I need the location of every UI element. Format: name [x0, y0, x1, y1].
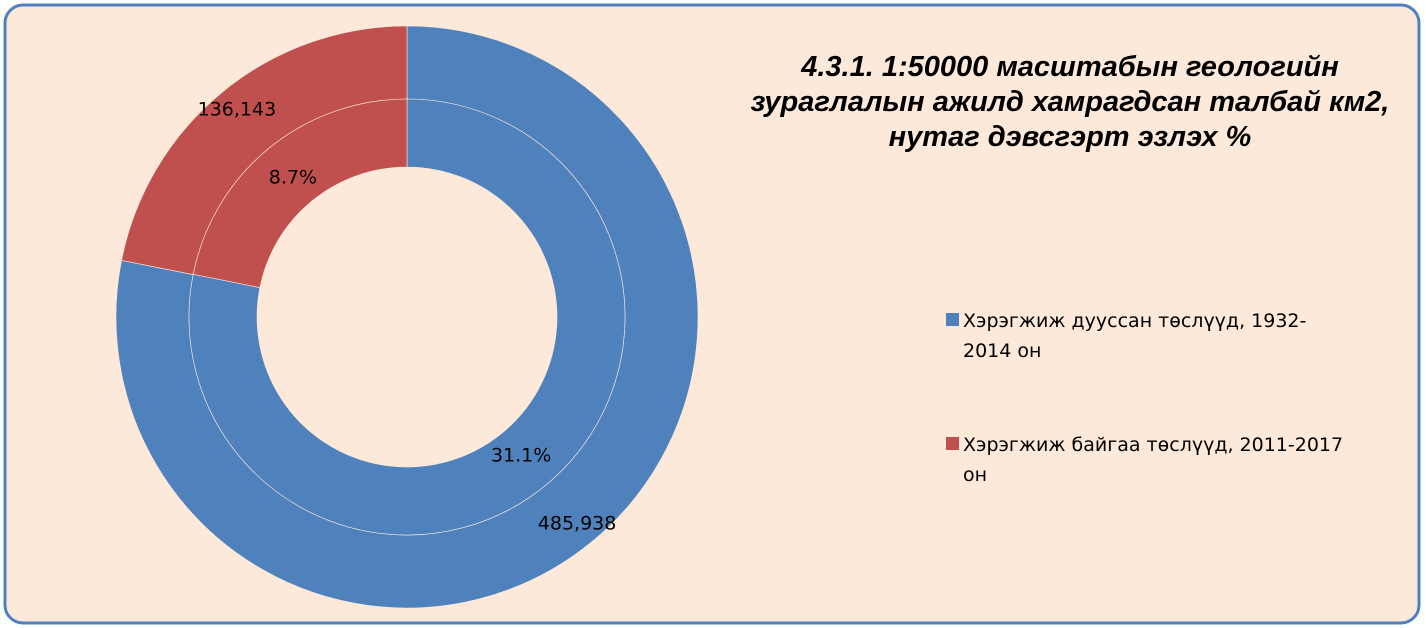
data-label: 485,938 [538, 513, 617, 535]
doughnut-slice [192, 98, 408, 288]
legend-entry: Хэрэгжиж байгаа төслүүд, 2011-2017 он [946, 430, 1366, 490]
legend-swatch [946, 313, 959, 326]
data-label: 8.7% [269, 166, 317, 188]
legend-swatch [946, 437, 959, 450]
legend-label: Хэрэгжиж байгаа төслүүд, 2011-2017 он [963, 434, 1344, 486]
doughnut-slice [188, 98, 626, 536]
data-label: 31.1% [491, 445, 551, 467]
legend-label: Хэрэгжиж дууссан төслүүд, 1932-2014 он [963, 310, 1307, 362]
legend-entry: Хэрэгжиж дууссан төслүүд, 1932-2014 он [946, 306, 1366, 366]
chart-title: 4.3.1. 1:50000 масштабын геологийн зураг… [750, 51, 1390, 153]
data-label: 136,143 [198, 98, 277, 120]
